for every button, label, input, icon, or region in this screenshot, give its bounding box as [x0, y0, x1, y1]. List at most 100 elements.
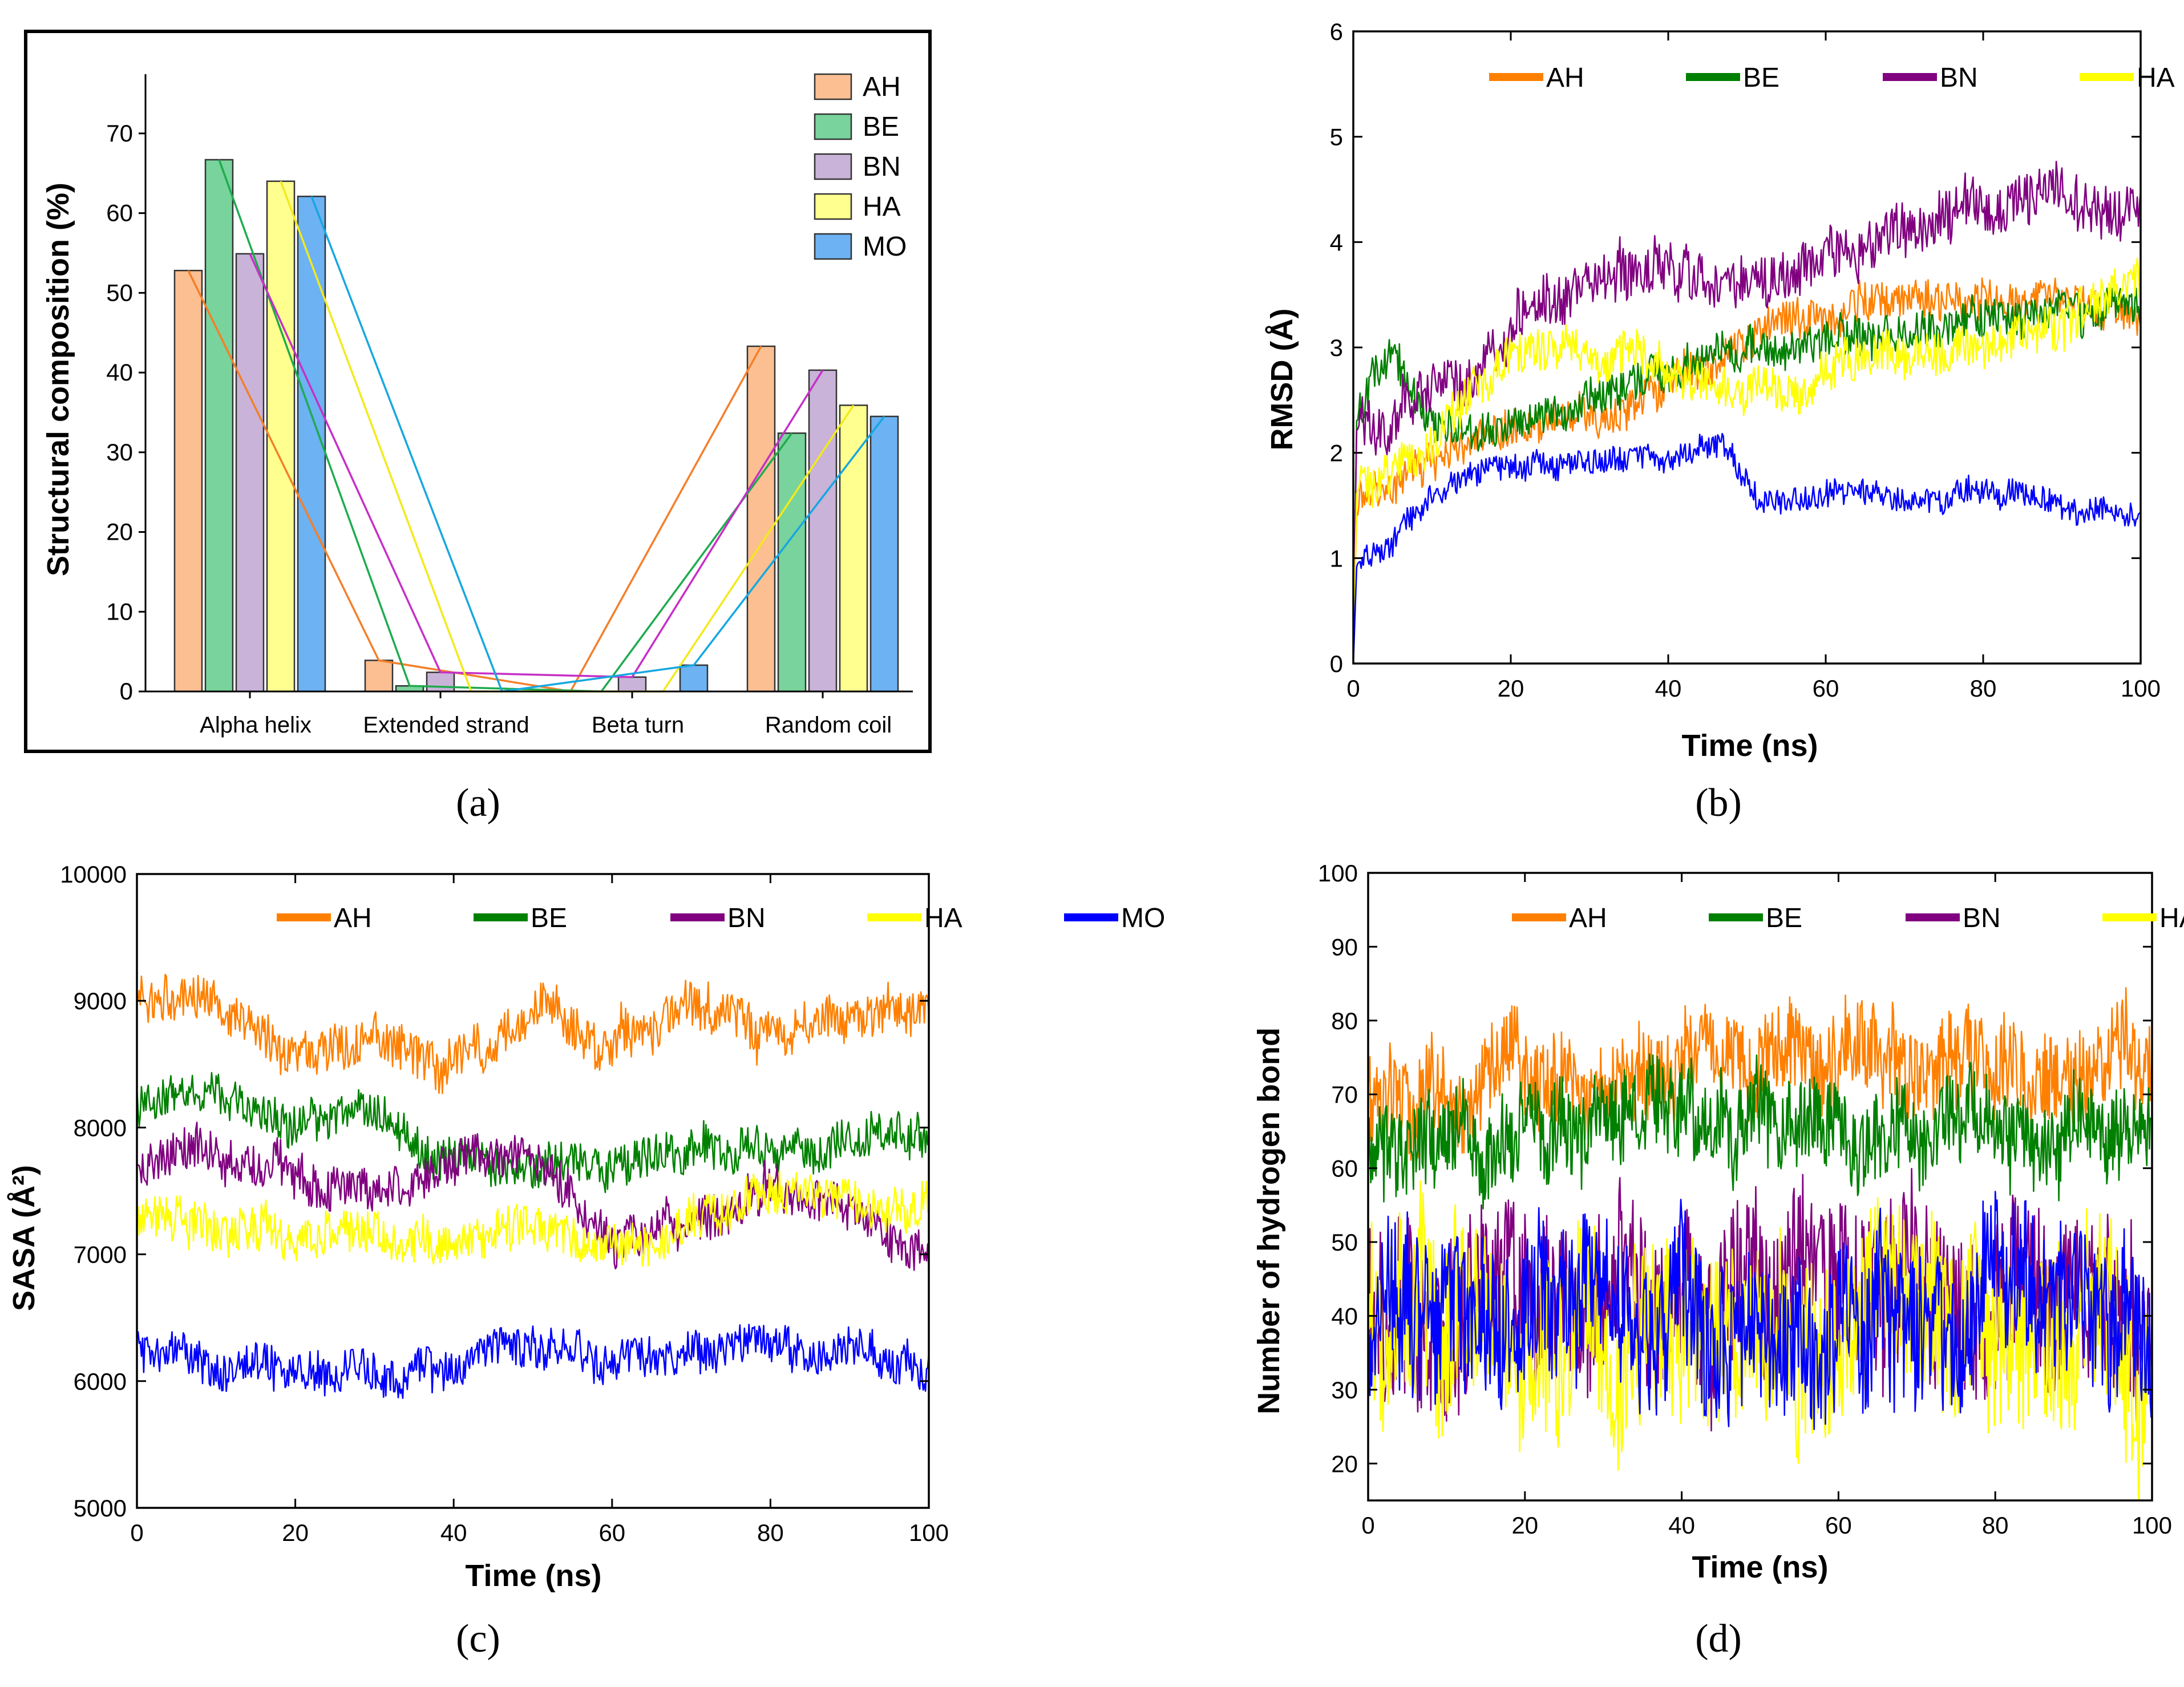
plot-frame [136, 873, 930, 1509]
series-line-BE [218, 159, 793, 693]
legend-swatch-BE [814, 113, 852, 140]
y-tick-label: 80 [1331, 1008, 1358, 1034]
x-tick-label: 40 [1655, 675, 1682, 702]
x-tick-label: 20 [1511, 1512, 1538, 1539]
legend-swatch-MO [814, 233, 852, 260]
y-tick-label: 60 [1331, 1155, 1358, 1182]
y-tick-label: 20 [106, 519, 133, 545]
legend-label-BN: BN [1940, 63, 1978, 93]
series-line-HA [137, 1170, 929, 1267]
x-tick-label: 100 [2132, 1512, 2172, 1539]
x-tick-label: 0 [1361, 1512, 1374, 1539]
x-tick-label: 60 [598, 1519, 625, 1546]
legend-swatch-AH [814, 73, 852, 100]
y-tick-label: 10 [106, 598, 133, 625]
legend-label-BE: BE [863, 112, 899, 142]
y-tick-label: 5 [1330, 124, 1343, 151]
bar-MO-2 [679, 664, 709, 693]
legend-label-MO: MO [863, 232, 907, 262]
legend-label-AH: AH [1569, 903, 1607, 933]
legend-label-BN: BN [1963, 903, 2001, 933]
y-tick-label: 0 [1330, 650, 1343, 677]
series-line-BN [1353, 160, 2141, 664]
y-tick-label: 70 [106, 120, 133, 147]
panel-a-y-axis-title: Structural composition (%) [41, 183, 75, 576]
panel-a-structural-composition: 0 10 20 30 40 50 60 70 Alpha helix Extended stran… [24, 30, 932, 825]
plot-frame [1367, 872, 2153, 1502]
panel-c-y-axis-title: SASA (Å²) [7, 1165, 41, 1311]
panel-b-label: (b) [1695, 781, 1742, 825]
bar-BN-0 [235, 253, 265, 693]
bar-MO-3 [869, 415, 899, 693]
x-tick-label: 80 [1982, 1512, 2009, 1539]
y-tick-label: 5000 [74, 1495, 127, 1522]
panel-c-sasa: 0 20 40 60 80 100 5000 6000 7000 8000 9000 10000 AH B… [7, 861, 1165, 1661]
y-tick-label: 9000 [74, 988, 127, 1014]
x-tick-label: 40 [1668, 1512, 1695, 1539]
legend-label-HA: HA [863, 192, 901, 222]
legend-label-BE: BE [1743, 63, 1779, 93]
y-tick-label: 6000 [74, 1368, 127, 1395]
y-tick-label: 10000 [60, 861, 127, 888]
x-tick-label: 0 [1346, 675, 1360, 702]
x-tick-label: 0 [130, 1519, 143, 1546]
y-tick-label: 3 [1330, 334, 1343, 361]
y-tick-label: 70 [1331, 1081, 1358, 1108]
x-category-label: Alpha helix [200, 713, 312, 738]
y-tick-label: 100 [1318, 860, 1358, 887]
panel-b-rmsd: 0204060801000123456AHBEBNHAMO RMSD (Å) T… [1265, 18, 2175, 825]
legend-label-BE: BE [531, 903, 567, 933]
legend-swatch-HA [814, 193, 852, 220]
bar-HA-3 [839, 404, 868, 693]
y-tick-label: 6 [1330, 18, 1343, 45]
legend-label-HA: HA [2159, 903, 2184, 933]
legend-label-BN: BN [863, 152, 901, 182]
x-category-label: Random coil [765, 713, 892, 738]
series-line-BE [137, 1071, 929, 1194]
series-line-AH [1368, 987, 2152, 1161]
series-line-AH [1353, 277, 2141, 664]
panel-d-x-axis-title: Time (ns) [1692, 1550, 1828, 1584]
x-tick-label: 20 [282, 1519, 309, 1546]
series-line-BE [1353, 287, 2141, 664]
bar-BN-1 [426, 671, 455, 693]
panel-c-x-axis-title: Time (ns) [465, 1559, 601, 1593]
x-tick-label: 60 [1825, 1512, 1852, 1539]
legend-label-BE: BE [1766, 903, 1802, 933]
y-tick-label: 0 [120, 678, 133, 705]
bar-AH-1 [364, 660, 394, 693]
y-tick-label: 30 [106, 439, 133, 466]
series-line-MO [310, 196, 885, 693]
bar-HA-0 [266, 180, 296, 693]
series-line-AH [137, 973, 929, 1094]
series-line-BE [1368, 1053, 2152, 1209]
bar-AH-0 [173, 269, 203, 693]
legend-label-AH: AH [863, 72, 901, 102]
x-tick-label: 100 [2121, 675, 2161, 702]
y-tick-label: 50 [1331, 1229, 1358, 1256]
series-line-MO [137, 1324, 929, 1399]
series-line-AH [187, 270, 762, 693]
y-tick-label: 4 [1330, 229, 1343, 256]
bar-BE-3 [777, 432, 807, 693]
y-tick-label: 90 [1331, 933, 1358, 960]
x-category-label: Beta turn [592, 713, 684, 738]
bar-BN-3 [808, 369, 838, 693]
legend-label-MO: MO [1121, 903, 1165, 933]
x-tick-label: 80 [1970, 675, 1997, 702]
y-tick-label: 2 [1330, 440, 1343, 467]
legend-label-HA: HA [2137, 63, 2175, 93]
bar-BE-0 [204, 159, 234, 693]
series-line-MO [1368, 1191, 2152, 1430]
legend-label-HA: HA [924, 903, 962, 933]
panel-c-label: (c) [456, 1617, 500, 1661]
series-line-MO [1353, 432, 2141, 664]
series-line-HA [1353, 257, 2141, 664]
x-tick-label: 20 [1498, 675, 1524, 702]
y-tick-label: 20 [1331, 1450, 1358, 1477]
x-category-label: Extended strand [363, 713, 529, 738]
y-tick-label: 50 [106, 279, 133, 306]
x-tick-label: 40 [440, 1519, 467, 1546]
panel-a-label: (a) [456, 781, 500, 825]
